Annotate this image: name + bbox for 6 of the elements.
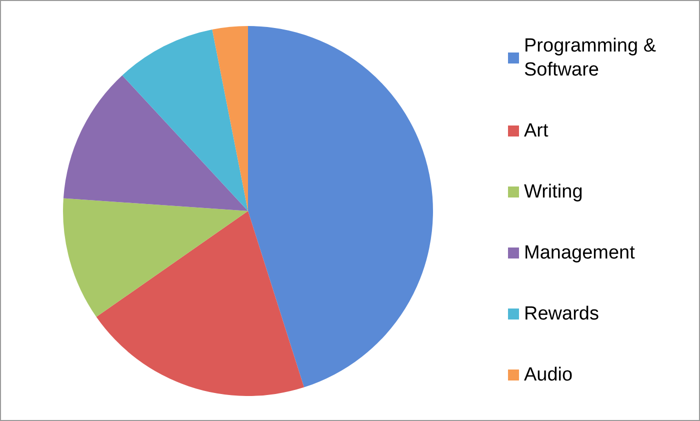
- legend-label: Management: [524, 242, 636, 264]
- legend-label: Writing: [524, 182, 583, 202]
- legend-label: Audio: [524, 364, 573, 386]
- legend-label: Rewards: [524, 304, 599, 324]
- legend-label: Art: [524, 120, 549, 142]
- legend-label: Programming & Software: [524, 36, 662, 80]
